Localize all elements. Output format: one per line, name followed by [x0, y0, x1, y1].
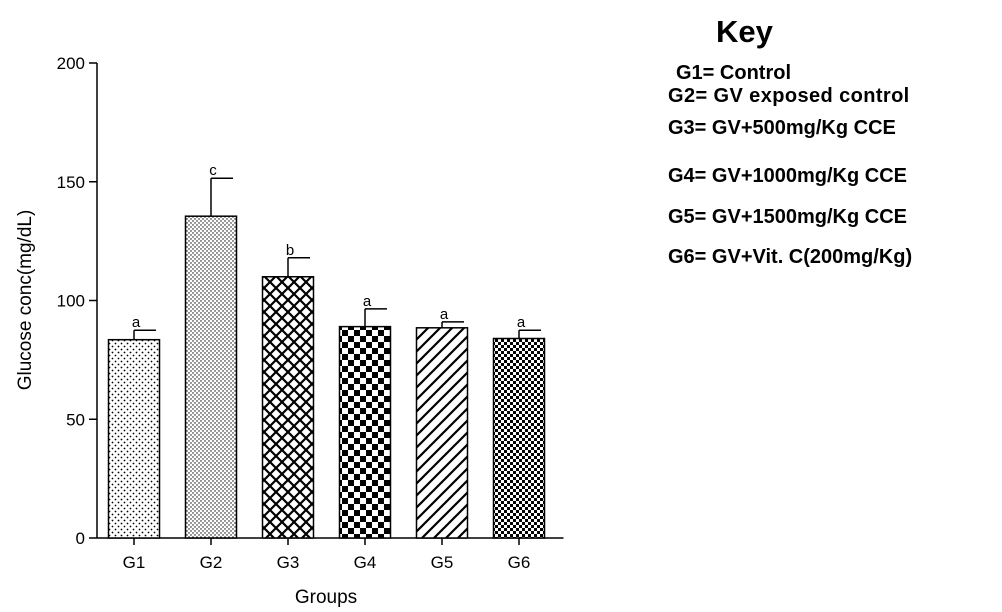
x-tick-label-g4: G4	[354, 553, 377, 572]
legend-entry-g4: G4= GV+1000mg/Kg CCE	[668, 165, 907, 187]
legend-title: Key	[716, 14, 773, 49]
legend-entry-g3: G3= GV+500mg/Kg CCE	[668, 117, 896, 139]
legend-entry-g1: G1= Control	[676, 62, 792, 84]
x-tick-label-g1: G1	[123, 553, 146, 572]
y-axis-title: Glucose conc(mg/dL)	[15, 210, 36, 391]
bar-g5	[415, 327, 469, 539]
bar-g6	[492, 337, 546, 539]
x-tick-label-g3: G3	[277, 553, 300, 572]
significance-label-g3: b	[286, 242, 294, 259]
bar-g4	[338, 325, 392, 539]
y-tick-label: 150	[57, 173, 85, 192]
bar-g3	[261, 276, 315, 539]
y-tick-label: 50	[66, 410, 85, 429]
y-tick-label: 100	[57, 292, 85, 311]
significance-label-g2: c	[209, 162, 217, 179]
legend-entry-g6: G6= GV+Vit. C(200mg/Kg)	[668, 246, 913, 268]
x-tick-label-g6: G6	[508, 553, 531, 572]
significance-label-g5: a	[440, 306, 449, 323]
y-tick-label: 200	[57, 54, 85, 73]
significance-label-g6: a	[517, 314, 526, 331]
x-axis-title: Groups	[295, 587, 357, 608]
bar-g2	[184, 215, 238, 539]
bars	[107, 177, 546, 539]
bar-g1	[107, 338, 161, 539]
axes	[89, 62, 564, 545]
significance-label-g4: a	[363, 293, 372, 310]
legend-entry-g2: G2= GV exposed control	[668, 85, 910, 107]
legend-entry-g5: G5= GV+1500mg/Kg CCE	[668, 206, 907, 228]
x-tick-label-g5: G5	[431, 553, 454, 572]
axis-labels: 0 50 100 150 200 a G1 c G2 b G3 a G4 a G5 a G6 Groups Gluc…	[15, 54, 530, 608]
significance-label-g1: a	[132, 314, 141, 331]
x-tick-label-g2: G2	[200, 553, 223, 572]
y-tick-label: 0	[76, 529, 85, 548]
